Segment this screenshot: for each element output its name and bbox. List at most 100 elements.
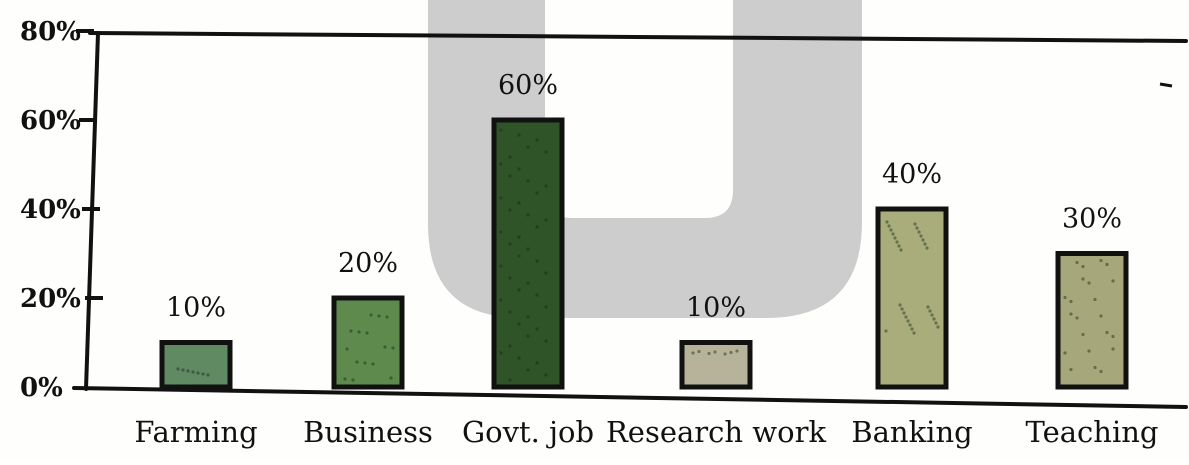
bar-speckle: [517, 322, 521, 326]
bar-speckle: [371, 362, 375, 366]
bar-speckle: [176, 367, 180, 371]
bar-texture-banking: [884, 220, 940, 335]
bar-speckle: [1081, 264, 1085, 269]
bar-speckle: [535, 191, 539, 195]
bar-speckle: [735, 349, 739, 353]
bar-speckle: [365, 331, 369, 335]
bar-speckle: [898, 303, 902, 307]
bar-speckle: [343, 377, 347, 381]
bar-speckle: [930, 313, 934, 317]
bar-speckle: [729, 350, 733, 355]
bar-speckle: [196, 371, 200, 375]
bar-speckle: [499, 264, 503, 268]
bar-speckle: [921, 238, 925, 242]
bar-speckle: [1093, 365, 1097, 370]
bar-speckle: [357, 330, 361, 334]
bar-speckle: [917, 230, 921, 234]
value-label-farming: 10%: [166, 293, 226, 324]
category-label-farming: Farming: [134, 415, 257, 449]
bar-speckle: [1063, 295, 1067, 300]
category-label-teaching: Teaching: [1026, 415, 1159, 449]
bar-speckle: [526, 334, 530, 338]
bar-business: [331, 295, 405, 390]
bar-speckle: [893, 236, 897, 240]
bar-speckle: [932, 317, 936, 321]
bar-speckle: [1069, 299, 1073, 304]
bar-speckle: [535, 225, 539, 229]
bar-speckle: [508, 174, 512, 178]
bar-speckle: [897, 244, 901, 248]
value-label-research-work: 10%: [686, 293, 746, 324]
bar-speckle: [926, 305, 930, 309]
bar-speckle: [1075, 260, 1079, 265]
value-label-teaching: 30%: [1062, 204, 1122, 235]
bar-speckle: [535, 361, 539, 365]
bar-speckle: [355, 360, 359, 364]
bar-speckle: [544, 218, 548, 222]
bar-speckle: [900, 307, 904, 311]
bar-speckle: [891, 232, 895, 236]
axes: [72, 29, 1188, 409]
bar-speckle: [934, 321, 938, 325]
bar-speckle: [1099, 369, 1103, 374]
bar-texture-research-work: [691, 349, 739, 356]
bar-speckle: [544, 373, 548, 377]
bar-speckle: [889, 228, 893, 232]
bar-speckle: [697, 349, 701, 354]
bar-speckle: [206, 373, 210, 377]
right-edge-mark: [1159, 82, 1173, 88]
bar-speckle: [499, 128, 503, 132]
bar-speckle: [1075, 316, 1079, 320]
bar-speckle: [535, 293, 539, 297]
bar-speckle: [915, 226, 919, 230]
bar-texture-farming: [176, 367, 210, 377]
bar-speckle: [201, 372, 205, 376]
bar-speckle: [1093, 297, 1097, 302]
bar-speckle: [517, 167, 521, 171]
bar-speckle: [517, 201, 521, 205]
bar-research-work: [679, 340, 753, 390]
bar-speckle: [887, 224, 891, 228]
bar-speckle: [508, 310, 512, 314]
bar-speckle: [1105, 330, 1109, 335]
y-tick-label-40: 40%: [20, 195, 81, 225]
bar-speckle: [1081, 277, 1085, 281]
bar-speckle: [508, 242, 512, 246]
bar-speckle: [499, 298, 503, 302]
bar-speckle: [526, 179, 530, 183]
bar-speckle: [508, 276, 512, 280]
bar-speckle: [535, 138, 539, 142]
bar-speckle: [691, 351, 695, 355]
bar-speckle: [913, 222, 917, 226]
bar-speckle: [1105, 262, 1109, 267]
bar-speckle: [707, 351, 711, 356]
bar-speckle: [902, 311, 906, 315]
y-tick-label-60: 60%: [20, 106, 81, 136]
bar-speckle: [351, 378, 355, 382]
bar-teaching: [1055, 251, 1129, 390]
y-tick-label-0: 0%: [20, 373, 63, 403]
bar-speckle: [508, 378, 512, 382]
bar-speckle: [713, 350, 717, 354]
bar-speckle: [1099, 258, 1103, 263]
bar-speckle: [383, 345, 387, 349]
bar-speckle: [910, 327, 914, 331]
bar-speckle: [544, 150, 548, 154]
bar-speckle: [377, 314, 381, 318]
bar-speckle: [1111, 347, 1115, 351]
bar-speckle: [499, 162, 503, 166]
bar-texture-govt-job: [499, 128, 548, 382]
bar-speckle: [345, 347, 349, 351]
bar-speckle: [723, 352, 727, 356]
value-label-banking: 40%: [882, 159, 942, 190]
bar-speckle: [508, 344, 512, 348]
category-label-research-work: Research work: [606, 415, 826, 449]
bar-speckle: [349, 329, 353, 333]
bar-speckle: [499, 196, 503, 200]
bar-speckle: [544, 271, 548, 275]
bar-speckle: [363, 361, 367, 365]
bar-speckle: [919, 234, 923, 238]
category-label-banking: Banking: [851, 415, 972, 449]
